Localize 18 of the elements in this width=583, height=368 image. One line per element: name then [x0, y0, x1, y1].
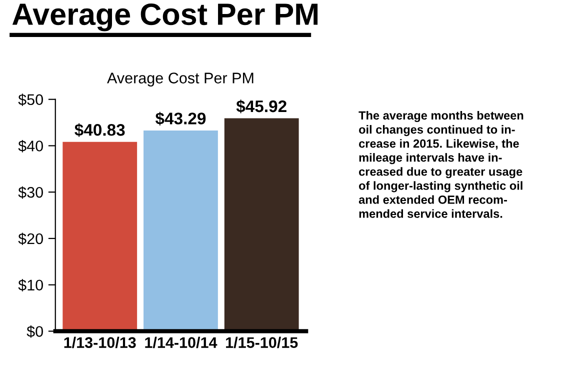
- x-tick-label: 1/13-10/13: [64, 336, 136, 348]
- y-tick-label: $0: [26, 325, 43, 338]
- bar: [62, 142, 138, 332]
- bar: [224, 118, 299, 332]
- y-tick-label: $10: [18, 279, 43, 292]
- x-tick-label: 1/15-10/15: [226, 336, 298, 348]
- data-label: $43.29: [155, 112, 206, 126]
- chart-subtitle: Average Cost Per PM: [107, 72, 254, 86]
- data-label: $40.83: [74, 123, 125, 137]
- y-tick-label: $20: [18, 232, 43, 246]
- data-label: $45.92: [236, 100, 286, 114]
- bar: [144, 130, 218, 332]
- y-tick-label: $30: [18, 186, 43, 199]
- text: The average months between oil changes continued to in- crease in 2015. Likewise, the mileage intervals have in- creased due to greater usage of longer-lasting synthetic oil and extended OEM recom- mended service intervals.: [358, 110, 524, 218]
- x-tick-label: 1/14-10/14: [145, 336, 218, 348]
- y-tick-label: $40: [18, 140, 43, 152]
- chart-title: Average Cost Per PM: [12, 3, 318, 32]
- y-tick-label: $50: [18, 94, 43, 106]
